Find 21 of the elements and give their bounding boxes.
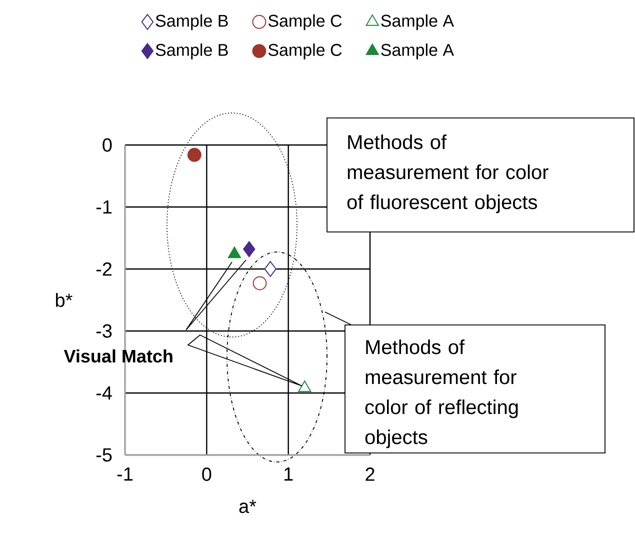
y-tick-label: -4 [96, 386, 112, 400]
y-tick-label: -1 [96, 200, 112, 214]
x-tick-label: -1 [117, 468, 133, 481]
x-axis-title: a* [239, 500, 256, 514]
legend-label: Sample C [268, 14, 342, 30]
x-tick-label: 1 [284, 468, 293, 481]
y-axis-title: b* [56, 293, 72, 307]
legend-label: Sample B [156, 14, 228, 30]
annotation: Methods of measurement for color of reflecting objects [365, 340, 518, 448]
legend-label: Sample C [268, 43, 342, 60]
y-tick-label: -2 [96, 262, 112, 276]
annotation: Methods of measurement for color of fluorescent objects [347, 134, 548, 214]
x-tick-label: 2 [366, 468, 374, 481]
legend-label: Sample A [381, 43, 454, 60]
y-tick-label: -5 [96, 448, 112, 462]
x-tick-label: 0 [202, 468, 212, 481]
y-tick-label: 0 [102, 138, 112, 152]
legend-label: Sample A [381, 14, 454, 30]
y-tick-label: -3 [96, 324, 112, 338]
legend-label: Sample B [156, 43, 228, 60]
annotation: Visual Match [64, 349, 172, 363]
